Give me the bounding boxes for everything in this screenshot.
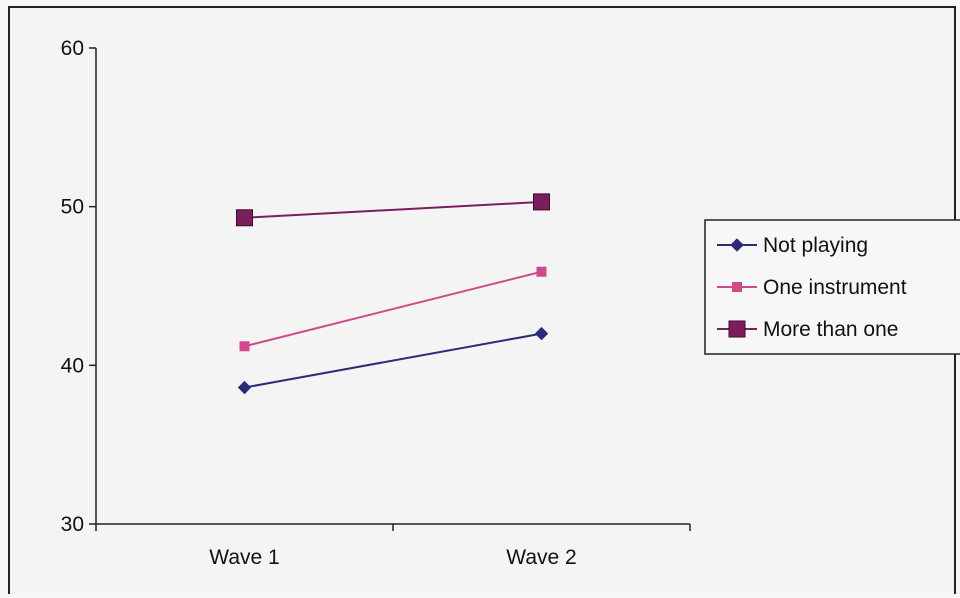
y-tick-label: 60 [61,37,84,60]
legend-marker [728,320,746,338]
x-tick-label: Wave 2 [506,546,576,569]
data-point [534,326,549,341]
series-layer [236,193,550,395]
legend-label: Not playing [763,234,868,257]
data-point [236,209,253,227]
legend-marker [730,238,744,252]
legend-marker [732,282,742,292]
data-point [536,266,547,277]
data-point [237,380,252,395]
y-tick-label: 40 [61,354,84,377]
series-one-instrument [239,266,547,352]
legend-item: Not playing [717,234,868,257]
series-line [244,332,542,389]
series-not-playing [237,326,549,395]
legend-item: One instrument [717,276,907,299]
series-line [244,200,542,219]
legend-label: One instrument [763,276,907,299]
legend-item: More than one [717,318,898,341]
series-more-than-one [236,193,550,227]
y-tick-label: 50 [61,196,84,219]
series-line [244,270,542,348]
y-tick-label: 30 [61,513,84,536]
legend: Not playing One instrument More than one [704,219,960,355]
axes: 30 40 50 60 Wave 1 Wave 2 [61,37,691,569]
legend-label: More than one [763,318,898,341]
x-tick-label: Wave 1 [209,546,279,569]
data-point [239,341,250,352]
data-point [533,193,550,211]
